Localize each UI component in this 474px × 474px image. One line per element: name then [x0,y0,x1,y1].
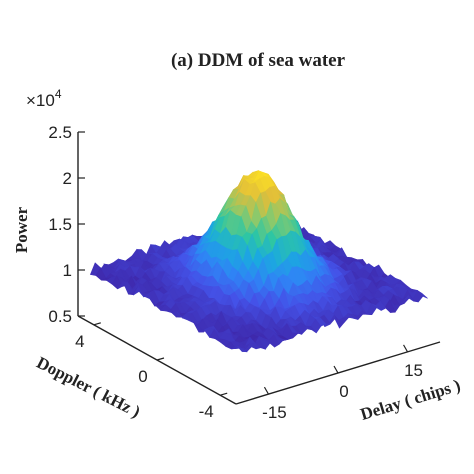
z-multiplier-label: ×104 [26,87,62,110]
chart-title: (a) DDM of sea water [171,50,346,71]
delay-tick-mark [333,365,339,374]
z-ticks: 0.5 1 1.5 2 2.5 [48,123,85,326]
doppler-tick-label: -4 [199,402,214,421]
doppler-ticks: 4 0 -4 [75,322,228,421]
delay-tick-mark [403,344,409,353]
svg-text:×104: ×104 [26,87,62,110]
delay-axis-label: Delay ( chips ) [358,376,462,424]
surface-patch [236,345,248,353]
delay-ticks: -15 0 15 [262,344,423,422]
z-multiplier-exponent: 4 [55,87,62,101]
ddm-surface [89,170,428,353]
doppler-tick-mark [93,322,101,326]
delay-tick-mark [263,386,269,395]
doppler-axis-label: Doppler ( kHz ) [34,353,144,421]
delay-tick-label: 15 [404,361,423,380]
doppler-tick-label: 4 [75,332,84,351]
doppler-tick-mark [220,392,228,396]
z-tick-label: 0.5 [48,307,72,326]
z-tick-label: 1.5 [48,215,72,234]
z-multiplier-base: ×10 [26,91,55,110]
z-tick-label: 1 [63,261,72,280]
delay-tick-label: 0 [339,382,348,401]
z-tick-label: 2 [63,169,72,188]
delay-tick-label: -15 [262,403,287,422]
doppler-tick-mark [156,357,165,361]
doppler-tick-label: 0 [138,367,147,386]
z-axis-label: Power [12,206,31,253]
z-tick-label: 2.5 [48,123,72,142]
